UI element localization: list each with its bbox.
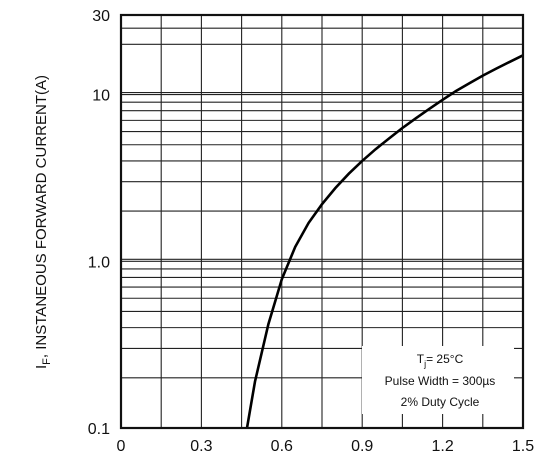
x-tick-label: 0 (117, 438, 126, 455)
x-tick-label: 0.3 (190, 438, 212, 455)
x-tick-label: 1.2 (431, 438, 453, 455)
x-tick-label: 0.9 (351, 438, 373, 455)
x-tick-label: 0.6 (271, 438, 293, 455)
legend-junction-temp: Tj= 25°C (417, 352, 464, 369)
forward-current-curve (245, 54, 524, 429)
y-axis-label: IF, INSTANEOUS FORWARD CURRENT(A) (33, 75, 53, 369)
y-tick-label: 30 (92, 8, 110, 25)
y-tick-label: 0.1 (88, 421, 110, 438)
legend-box (362, 346, 514, 414)
tick-labels: 0 0.3 0.6 0.9 1.2 1.5 0.1 1.0 10 30 (88, 8, 534, 455)
x-tick-label: 1.5 (512, 438, 534, 455)
plot-frame (119, 13, 525, 430)
legend-duty-cycle: 2% Duty Cycle (401, 395, 480, 409)
y-tick-label: 10 (92, 88, 110, 105)
grid-lines (121, 15, 523, 428)
legend-pulse-width: Pulse Width = 300µs (385, 374, 496, 388)
y-tick-label: 1.0 (88, 254, 110, 271)
